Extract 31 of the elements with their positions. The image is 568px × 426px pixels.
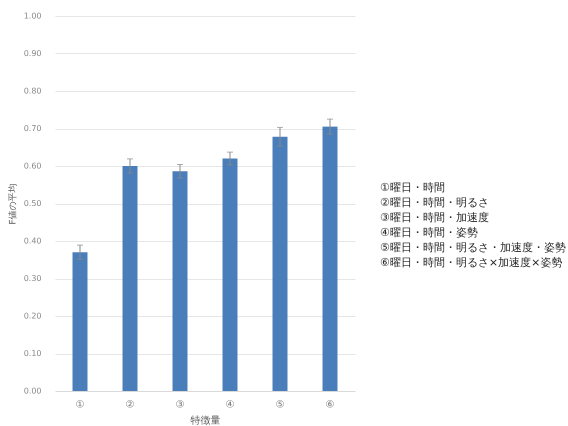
bar	[272, 136, 288, 391]
text: ⑥曜日・時間・明るさ×加速度×姿勢	[380, 255, 564, 270]
x-tick-label: ③	[176, 400, 185, 410]
y-tick-label: 0.70	[24, 124, 42, 133]
bar	[172, 171, 188, 391]
y-tick-label: 0.10	[24, 349, 42, 358]
bar	[222, 158, 238, 391]
text: ②曜日・時間・明るさ	[380, 195, 490, 210]
x-tick-label: ⑤	[276, 400, 285, 410]
y-tick-label: 0.00	[24, 386, 42, 396]
bar	[72, 252, 88, 391]
bar	[322, 126, 338, 391]
x-tick-label: ⑥	[326, 400, 335, 410]
x-tick-label: ②	[126, 400, 135, 410]
text: ③曜日・時間・加速度	[380, 210, 490, 225]
y-tick-label: 0.20	[24, 312, 42, 320]
bar	[122, 166, 138, 391]
y-tick-label: 0.30	[24, 274, 42, 283]
y-tick-label: 1.00	[24, 12, 42, 20]
y-tick-label: 0.90	[24, 49, 42, 58]
x-tick-label: ①	[76, 400, 85, 410]
text: ④曜日・時間・姿勢	[380, 225, 479, 240]
y-axis-title: F値の平均	[8, 183, 19, 225]
y-tick-label: 0.60	[24, 162, 42, 170]
x-tick-label: ④	[226, 400, 235, 410]
x-axis-title: 特徴量	[190, 414, 220, 426]
y-tick-label: 0.80	[24, 86, 42, 96]
y-tick-label: 0.40	[24, 236, 42, 246]
text: ⑤曜日・時間・明るさ・加速度・姿勢	[380, 240, 566, 255]
text: ①曜日・時間	[380, 180, 446, 195]
y-tick-label: 0.50	[24, 199, 42, 208]
